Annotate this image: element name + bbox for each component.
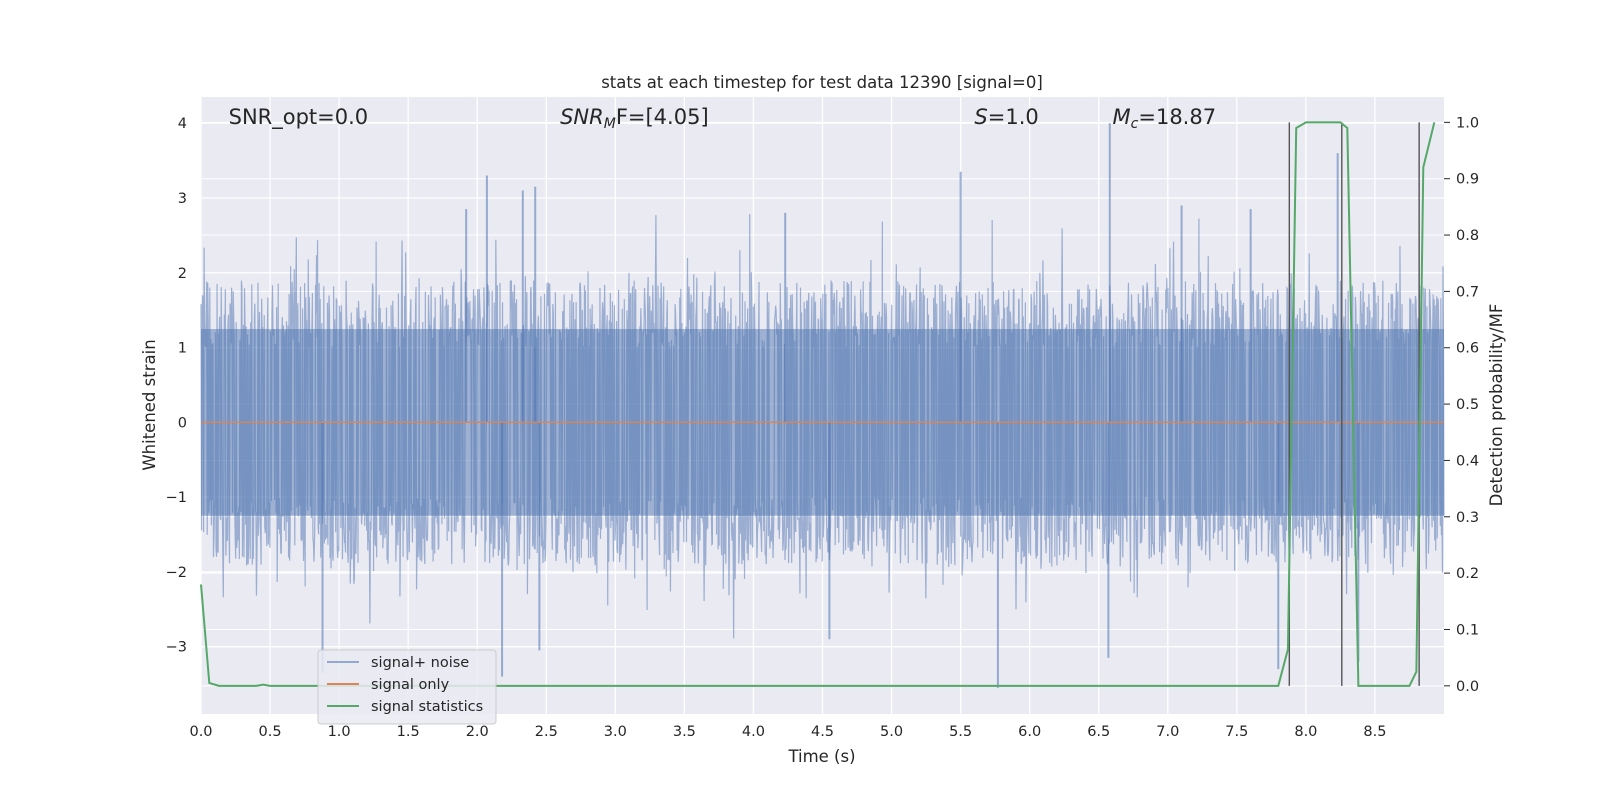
y2-axis-ticks: 0.0 0.1 0.2 0.3 0.4 0.5 0.6 0.7 0.8 0.9 1.0 [1444, 115, 1479, 695]
x-tick-label-17: 8.5 [1363, 724, 1386, 740]
y2-tick-label-8: 0.8 [1456, 228, 1479, 244]
x-tick-label-3: 1.5 [397, 724, 420, 740]
x-tick-label-0: 0.0 [189, 724, 212, 740]
y2-tick-label-1: 0.1 [1456, 622, 1479, 638]
y2-tick-label-2: 0.2 [1456, 566, 1479, 582]
x-tick-label-11: 5.5 [949, 724, 972, 740]
y-tick-label-3: 0 [178, 415, 187, 431]
x-tick-label-9: 4.5 [811, 724, 834, 740]
y2-tick-label-5: 0.5 [1456, 397, 1479, 413]
y2-tick-label-4: 0.4 [1456, 453, 1479, 469]
signal-statistics-line [200, 121, 1436, 687]
signal-noise-line [200, 214, 1445, 639]
x-axis-label: Time (s) [787, 747, 855, 766]
signal-statistics-series [200, 121, 1436, 687]
x-tick-label-7: 3.5 [673, 724, 696, 740]
annotation-mc-value: Mc=18.87 [1113, 105, 1217, 132]
x-tick-label-13: 6.5 [1087, 724, 1110, 740]
y2-tick-label-6: 0.6 [1456, 341, 1479, 357]
y-tick-label-5: 2 [178, 266, 187, 282]
x-tick-label-1: 0.5 [259, 724, 282, 740]
y2-axis-label: Detection probability/MF [1487, 304, 1506, 507]
y2-tick-label-7: 0.7 [1456, 284, 1479, 300]
annotation-snr-mf: SNRMF=[4.05] [560, 105, 709, 132]
y-tick-label-7: 4 [178, 116, 187, 132]
y-tick-label-1: −2 [166, 565, 187, 581]
x-tick-label-4: 2.0 [466, 724, 489, 740]
x-tick-label-12: 6.0 [1018, 724, 1041, 740]
y-tick-label-4: 1 [178, 341, 187, 357]
x-tick-label-5: 2.5 [535, 724, 558, 740]
x-axis-ticks: 0.0 0.5 1.0 1.5 2.0 2.5 3.0 3.5 4.0 4.5 5.0 5.5 6.0 6… [189, 724, 1386, 740]
x-tick-label-6: 3.0 [604, 724, 627, 740]
y-axis-label: Whitened strain [140, 339, 159, 470]
x-tick-label-10: 5.0 [880, 724, 903, 740]
y-tick-label-6: 3 [178, 191, 187, 207]
x-tick-label-16: 8.0 [1294, 724, 1317, 740]
annotation-snr-opt: SNR_opt=0.0 [229, 105, 369, 130]
chart-title: stats at each timestep for test data 123… [601, 73, 1043, 92]
annotations: SNR_opt=0.0 SNRMF=[4.05] S=1.0 Mc=18.87 [229, 105, 1216, 132]
x-tick-label-14: 7.0 [1156, 724, 1179, 740]
legend-label-1: signal only [371, 677, 450, 693]
y2-tick-label-10: 1.0 [1456, 115, 1479, 131]
y-axis-ticks: −3 −2 −1 0 1 2 3 4 [166, 116, 187, 656]
y-tick-label-2: −1 [166, 490, 187, 506]
y2-tick-label-9: 0.9 [1456, 172, 1479, 188]
x-tick-label-2: 1.0 [328, 724, 351, 740]
legend-label-0: signal+ noise [371, 655, 469, 671]
legend-box [317, 649, 497, 725]
x-tick-label-8: 4.0 [742, 724, 765, 740]
annotation-s-value: S=1.0 [974, 105, 1038, 129]
y2-tick-label-3: 0.3 [1456, 510, 1479, 526]
y-tick-label-0: −3 [166, 640, 187, 656]
y2-tick-label-0: 0.0 [1456, 679, 1479, 695]
x-tick-label-15: 7.5 [1225, 724, 1248, 740]
legend-label-2: signal statistics [371, 699, 483, 715]
legend: signal+ noise signal only signal statistic… [317, 649, 497, 725]
